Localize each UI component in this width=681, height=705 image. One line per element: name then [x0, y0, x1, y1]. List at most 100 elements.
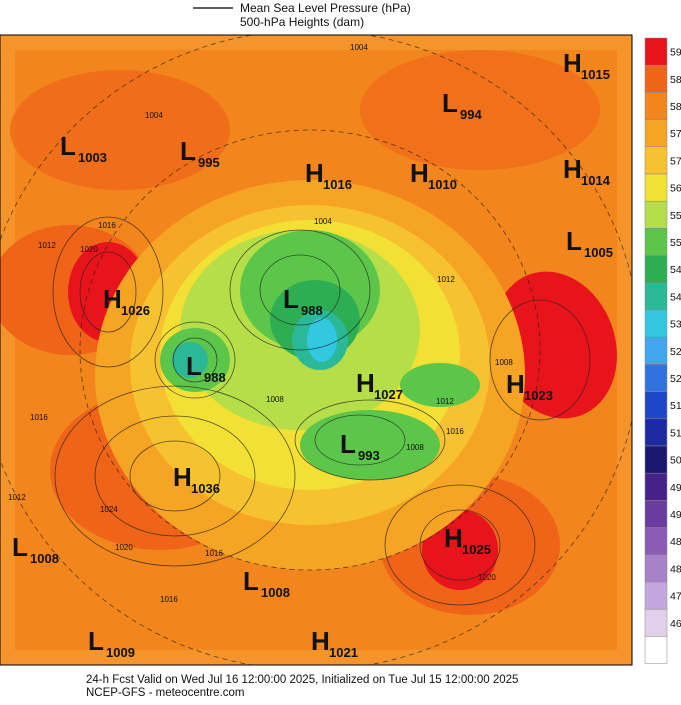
colorbar-label: 552 [670, 237, 681, 249]
center-letter: L [12, 532, 28, 562]
center-pressure: 988 [301, 303, 323, 318]
center-pressure: 1008 [261, 585, 290, 600]
colorbar-label: 582 [670, 101, 681, 113]
footer-valid: 24-h Fcst Valid on Wed Jul 16 12:00:00 2… [86, 674, 518, 686]
colorbar-swatch [644, 255, 668, 284]
center-pressure: 1005 [584, 245, 613, 260]
colorbar-swatch [644, 418, 668, 447]
center-pressure: 988 [204, 370, 226, 385]
colorbar-swatch [644, 119, 668, 148]
contour-label: 1016 [160, 595, 178, 604]
colorbar-swatch [644, 92, 668, 120]
center-letter: L [283, 284, 299, 314]
contour-label: 1020 [478, 573, 496, 582]
colorbar-label: 474 [670, 591, 681, 603]
contour-label: 1016 [205, 549, 223, 558]
colorbar-swatch [644, 581, 668, 610]
colorbar-swatch [644, 37, 668, 66]
center-letter: H [311, 626, 330, 656]
center-pressure: 1014 [581, 173, 611, 188]
colorbar-label: 564 [670, 183, 681, 195]
colorbar-label: 540 [670, 291, 681, 303]
center-letter: H [103, 284, 122, 314]
center-pressure: 1021 [329, 645, 358, 660]
height-field [0, 35, 632, 665]
footer: 24-h Fcst Valid on Wed Jul 16 12:00:00 2… [86, 674, 518, 699]
colorbar-label: 534 [670, 319, 681, 331]
contour-label: 1008 [495, 358, 513, 367]
contour-label: 1008 [266, 395, 284, 404]
colorbar-label: 504 [670, 455, 681, 467]
center-letter: L [60, 131, 76, 161]
center-pressure: 995 [198, 155, 220, 170]
center-pressure: 1023 [524, 388, 553, 403]
center-pressure: 1008 [30, 551, 59, 566]
contour-label: 1004 [350, 43, 368, 52]
colorbar-label: 522 [670, 373, 681, 385]
center-pressure: 1015 [581, 67, 610, 82]
map [0, 34, 633, 666]
contour-label: 1020 [115, 543, 133, 552]
contour-label: 1004 [145, 111, 163, 120]
center-letter: H [563, 154, 582, 184]
contour-label: 1016 [98, 221, 116, 230]
colorbar-label: 516 [670, 400, 681, 412]
contour-label: 1016 [30, 413, 48, 422]
colorbar-swatch [644, 200, 668, 229]
legend-mslp: Mean Sea Level Pressure (hPa) [240, 1, 411, 15]
colorbar-label: 570 [670, 155, 681, 167]
colorbar-swatch [644, 146, 668, 175]
legend-heights: 500-hPa Heights (dam) [240, 15, 364, 29]
center-letter: L [88, 626, 104, 656]
contour-label: 1016 [446, 427, 464, 436]
colorbar-label: 588 [670, 74, 681, 86]
colorbar-label: 468 [670, 618, 681, 630]
colorbar-label: 546 [670, 264, 681, 276]
colorbar-swatch [644, 500, 668, 528]
center-letter: H [173, 462, 192, 492]
colorbar-swatch [644, 336, 668, 365]
center-pressure: 1025 [462, 542, 491, 557]
contour-label: 1020 [80, 245, 98, 254]
center-letter: L [180, 136, 196, 166]
colorbar-swatch [644, 282, 668, 311]
colorbar-label: 528 [670, 346, 681, 358]
header: Mean Sea Level Pressure (hPa) 500-hPa He… [193, 1, 411, 29]
center-letter: H [356, 368, 375, 398]
contour-label: 1012 [8, 493, 26, 502]
colorbar-swatch [644, 309, 668, 338]
colorbar-label: 558 [670, 210, 681, 222]
colorbar-swatch [644, 391, 668, 420]
center-pressure: 1026 [121, 303, 150, 318]
contour-label: 1012 [437, 275, 455, 284]
center-letter: H [563, 48, 582, 78]
center-letter: H [305, 158, 324, 188]
footer-source: NCEP-GFS - meteocentre.com [86, 687, 244, 699]
center-letter: H [444, 523, 463, 553]
colorbar-label: 492 [670, 509, 681, 521]
colorbar-label: 480 [670, 563, 681, 575]
colorbar: 594 588 582 576 570 564 558 552 546 540 534 528 522 5… [644, 37, 681, 664]
contour-label: 1012 [436, 397, 454, 406]
center-letter: H [506, 369, 525, 399]
center-pressure: 1036 [191, 481, 220, 496]
colorbar-swatch [644, 636, 668, 664]
center-letter: L [566, 226, 582, 256]
contour-label: 1024 [100, 505, 118, 514]
center-letter: H [410, 158, 429, 188]
contour-label: 1008 [406, 443, 424, 452]
center-pressure: 1009 [106, 645, 135, 660]
colorbar-swatch [644, 445, 668, 474]
center-letter: L [340, 429, 356, 459]
colorbar-swatch [644, 554, 668, 583]
colorbar-swatch [644, 228, 668, 256]
colorbar-swatch [644, 608, 668, 637]
contour-label: 1012 [38, 241, 56, 250]
colorbar-label: 486 [670, 536, 681, 548]
colorbar-label: 510 [670, 427, 681, 439]
center-pressure: 994 [460, 107, 482, 122]
center-letter: L [442, 88, 458, 118]
center-pressure: 1027 [374, 387, 403, 402]
center-pressure: 1016 [323, 177, 352, 192]
